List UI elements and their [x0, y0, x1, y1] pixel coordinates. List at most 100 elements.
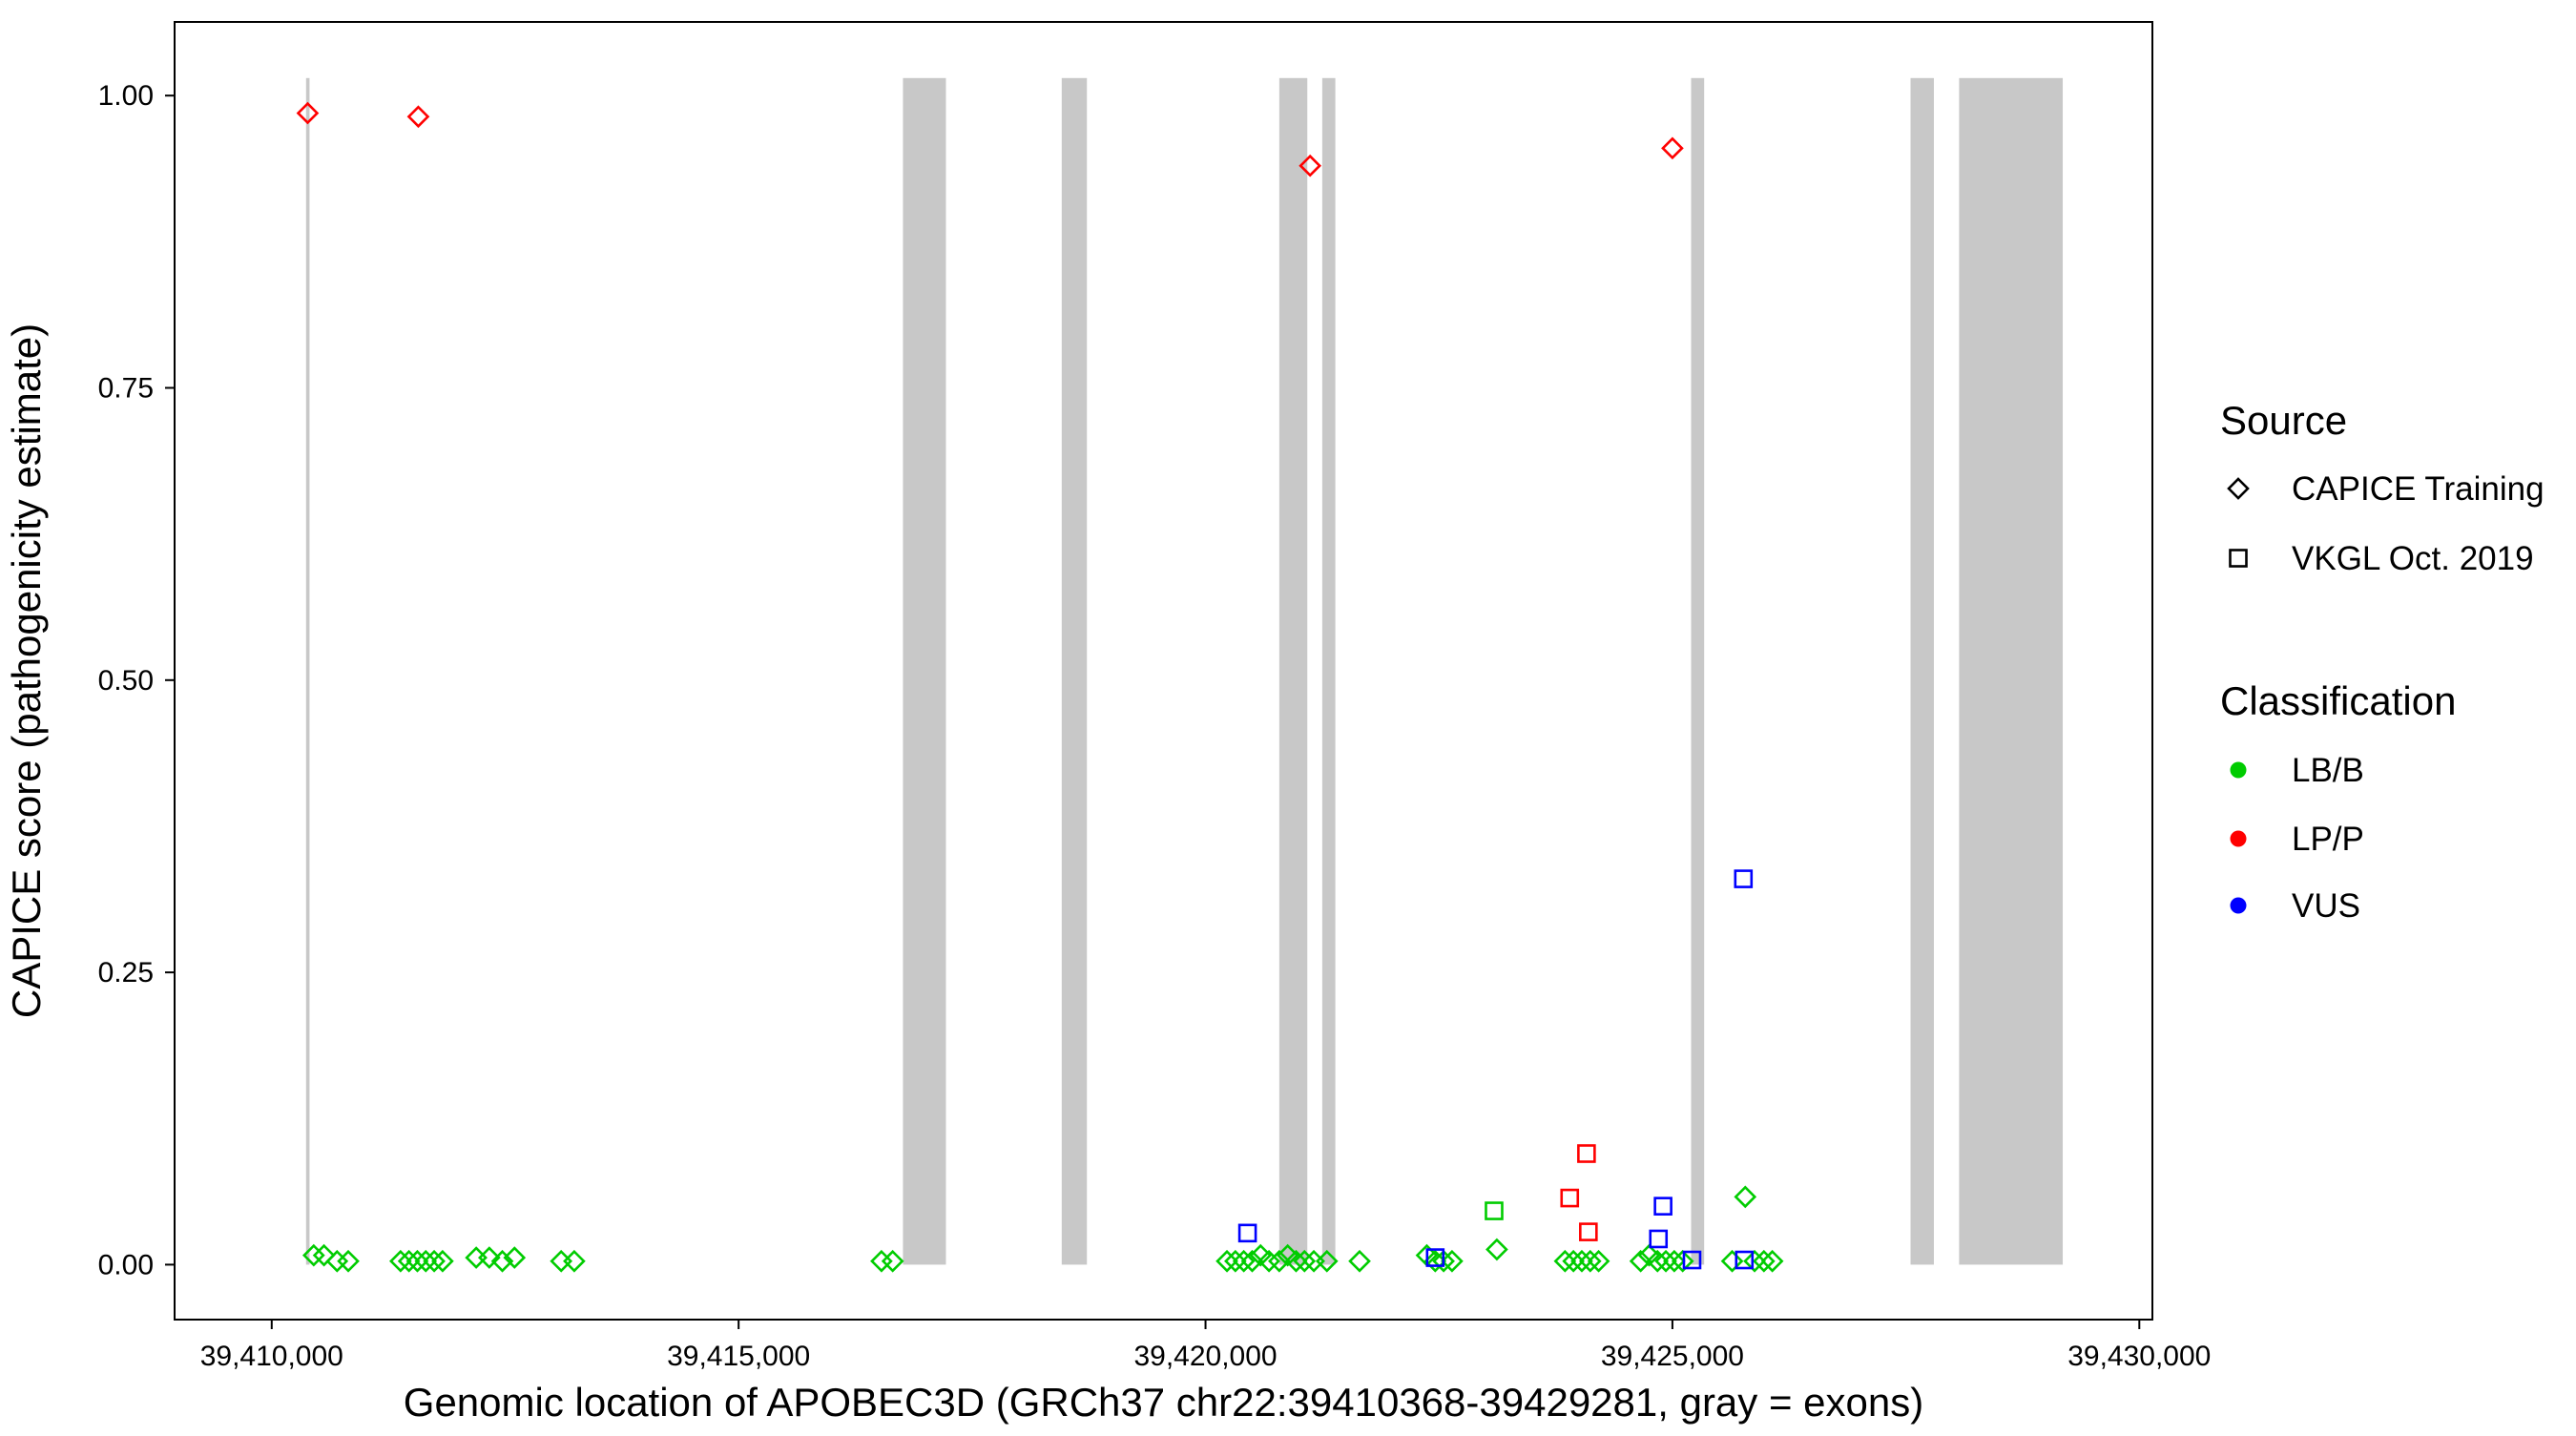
point-capice-training-lbb [563, 1249, 586, 1273]
point-capice-training-lbb [1224, 1249, 1247, 1273]
y-tick-label: 0.00 [98, 1249, 154, 1280]
point-capice-training-lbb [1743, 1249, 1766, 1273]
point-capice-training-lbb [1423, 1249, 1447, 1273]
point-capice-training-lbb [1760, 1249, 1784, 1273]
y-axis-title: CAPICE score (pathogenicity estimate) [4, 323, 49, 1018]
legend-item-vus: VUS [2230, 887, 2360, 925]
point-capice-training-lpp [1661, 136, 1684, 160]
point-vkgl-vus [1425, 1248, 1445, 1267]
point-capice-training-lbb [1257, 1249, 1280, 1273]
point-capice-training-lbb [337, 1249, 360, 1273]
point-vkgl-lpp [1577, 1144, 1596, 1163]
point-capice-training-lbb [1215, 1249, 1238, 1273]
legend-source-title: Source [2220, 398, 2347, 443]
y-tick-label: 1.00 [98, 80, 154, 112]
y-tick-label: 0.50 [98, 665, 154, 697]
point-capice-training-lbb [1587, 1249, 1610, 1273]
point-capice-training-lpp [296, 101, 320, 125]
point-capice-training-lbb [1646, 1249, 1670, 1273]
legend-item-label: CAPICE Training [2292, 470, 2545, 508]
point-capice-training-lbb [1485, 1238, 1508, 1261]
x-axis-title: Genomic location of APOBEC3D (GRCh37 chr… [404, 1380, 1923, 1425]
legend-item-lbb: LB/B [2230, 752, 2364, 789]
point-capice-training-lbb [1629, 1249, 1652, 1273]
point-capice-training-lbb [465, 1246, 488, 1269]
point-capice-training-lbb [1753, 1249, 1776, 1273]
legend-item-lpp: LP/P [2230, 821, 2364, 858]
point-capice-training-lbb [1734, 1185, 1757, 1209]
point-capice-training-lpp [406, 105, 430, 129]
legend-item-label: LP/P [2292, 821, 2364, 858]
point-vkgl-lpp [1579, 1222, 1598, 1241]
data-point-layer [296, 101, 1784, 1273]
point-capice-training-lbb [490, 1249, 514, 1273]
exon-band [903, 77, 946, 1265]
exon-band [1061, 77, 1088, 1265]
point-capice-training-lbb [503, 1246, 527, 1269]
point-vkgl-vus [1735, 1250, 1755, 1270]
point-capice-training-lbb [405, 1249, 429, 1273]
point-capice-training-lbb [1553, 1249, 1577, 1273]
point-capice-training-lbb [1654, 1249, 1677, 1273]
x-tick-label: 39,410,000 [200, 1341, 343, 1372]
point-capice-training-lbb [1562, 1249, 1586, 1273]
lbb-dot-icon [2230, 761, 2247, 779]
x-tick-label: 39,420,000 [1133, 1341, 1277, 1372]
axis-tick-layer: 39,410,000 39,415,000 39,420,000 39,425,000… [98, 80, 2212, 1372]
point-capice-training-lbb [478, 1246, 501, 1269]
point-capice-training-lbb [1232, 1249, 1256, 1273]
exon-band [1691, 77, 1705, 1265]
x-tick-label: 39,430,000 [2067, 1341, 2211, 1372]
exon-band [1910, 77, 1934, 1265]
legend-item-vkgl-oct-2019: VKGL Oct. 2019 [2229, 540, 2534, 577]
point-capice-training-lbb [1578, 1249, 1602, 1273]
point-vkgl-lbb [1485, 1201, 1504, 1220]
y-tick-label: 0.75 [98, 372, 154, 404]
square-icon [2229, 549, 2248, 568]
point-vkgl-vus [1734, 869, 1754, 888]
point-vkgl-vus [1653, 1197, 1672, 1216]
exon-band [1959, 77, 2064, 1265]
exon-band [305, 77, 310, 1265]
point-capice-training-lpp [1298, 154, 1321, 177]
lpp-dot-icon [2230, 830, 2247, 847]
point-capice-training-lbb [550, 1249, 573, 1273]
point-capice-training-lbb [1348, 1249, 1371, 1273]
exon-band [1321, 77, 1336, 1265]
legend: Source CAPICE Training VKGL Oct. 2019 Cl… [2220, 398, 2545, 925]
point-capice-training-lbb [1432, 1249, 1455, 1273]
point-capice-training-lbb [1441, 1249, 1464, 1273]
point-capice-training-lbb [1663, 1249, 1686, 1273]
point-vkgl-vus [1237, 1223, 1257, 1243]
point-vkgl-vus [1682, 1250, 1702, 1270]
x-tick-label: 39,415,000 [667, 1341, 810, 1372]
point-capice-training-lbb [414, 1249, 438, 1273]
point-capice-training-lbb [397, 1249, 421, 1273]
point-capice-training-lbb [881, 1249, 904, 1273]
legend-item-label: VUS [2292, 887, 2360, 925]
point-vkgl-vus [1649, 1229, 1669, 1249]
point-capice-training-lbb [1315, 1249, 1339, 1273]
point-capice-training-lbb [301, 1243, 325, 1267]
point-capice-training-lbb [312, 1243, 336, 1267]
y-tick-label: 0.25 [98, 957, 154, 989]
point-vkgl-lpp [1560, 1188, 1580, 1208]
point-capice-training-lbb [389, 1249, 412, 1273]
point-capice-training-lbb [1240, 1249, 1264, 1273]
point-capice-training-lbb [1671, 1249, 1694, 1273]
point-capice-training-lbb [1570, 1249, 1593, 1273]
exon-bands-layer [305, 77, 2064, 1265]
point-capice-training-lbb [1293, 1249, 1317, 1273]
exon-band [1278, 77, 1308, 1265]
plot-panel-border [174, 21, 2153, 1321]
legend-item-capice-training: CAPICE Training [2227, 470, 2545, 508]
legend-classification-title: Classification [2220, 678, 2456, 723]
point-capice-training-lbb [1284, 1249, 1308, 1273]
point-capice-training-lbb [423, 1249, 446, 1273]
diamond-icon [2227, 477, 2250, 500]
point-capice-training-lbb [1720, 1249, 1744, 1273]
point-capice-training-lbb [1268, 1249, 1291, 1273]
vus-dot-icon [2230, 897, 2247, 914]
